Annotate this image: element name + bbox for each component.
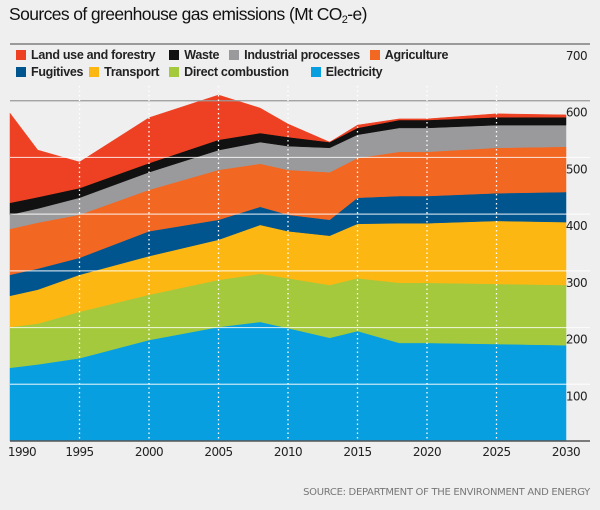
legend-swatch [169,49,180,60]
y-tick-label: 300 [566,276,587,290]
title-text: Sources of greenhouse gas emissions (Mt … [9,4,342,24]
y-axis-ticks: 100 200 300 400 500 600 700 [566,49,588,403]
y-tick-label: 500 [566,162,587,176]
y-tick-label: 200 [566,333,587,347]
legend-label: Transport [104,64,160,79]
x-tick-label: 2000 [135,445,163,459]
x-tick-label: 2025 [482,445,510,459]
legend-item-transport: Transport [89,65,159,79]
legend-item-waste: Waste [169,48,219,62]
legend-label: Direct combustion [184,64,289,79]
x-tick-label: 2020 [413,445,441,459]
year-dotted-lines [78,86,498,441]
area-layers [9,94,567,442]
y-tick-label: 600 [566,106,587,120]
y-tick-label: 100 [566,389,587,403]
legend-item-direct-combustion: Direct combustion [169,65,289,79]
legend-swatch [16,66,26,77]
gridlines [10,43,590,442]
legend-label: Waste [184,47,220,62]
legend-swatch [16,49,26,60]
legend-swatch [310,66,321,77]
x-tick-label: 2005 [204,445,232,459]
legend-swatch [369,49,380,60]
x-tick-label: 2030 [552,445,580,459]
area-land-use-and-forestry [9,94,567,204]
legend-item-fugitives: Fugitives [16,65,83,79]
legend-item-electricity: Electricity [310,64,383,79]
legend-item-agriculture: Agriculture [369,47,449,62]
source-note: SOURCE: DEPARTMENT OF THE ENVIRONMENT AN… [303,487,590,498]
title-subscript: 2 [341,14,348,26]
legend-label: Agriculture [384,47,449,62]
x-tick-label: 1995 [65,445,93,459]
x-tick-label: 2010 [274,445,302,459]
legend-swatch [169,66,180,77]
legend-label: Land use and forestry [31,47,156,62]
x-axis-ticks: 1990 1995 2000 2005 2010 2015 2020 2025 2030 [8,445,581,459]
legend-item-land-use: Land use and forestry [16,47,156,62]
y-tick-label: 700 [566,49,587,63]
legend-label: Fugitives [31,64,84,79]
legend-row-1: Land use and forestry Waste Industrial p… [16,46,458,63]
legend-swatch [229,49,240,60]
x-tick-label: 1990 [8,445,36,459]
legend-row-2: Fugitives Transport Direct combustion El… [16,63,458,80]
legend: Land use and forestry Waste Industrial p… [16,46,458,80]
legend-swatch [89,66,100,77]
x-tick-label: 2015 [343,445,371,459]
legend-item-industrial: Industrial processes [229,48,360,62]
y-tick-label: 400 [566,219,587,233]
legend-label: Industrial processes [244,47,360,62]
legend-label: Electricity [325,64,383,79]
chart-title: Sources of greenhouse gas emissions (Mt … [9,4,367,26]
title-suffix: -e) [347,4,367,24]
